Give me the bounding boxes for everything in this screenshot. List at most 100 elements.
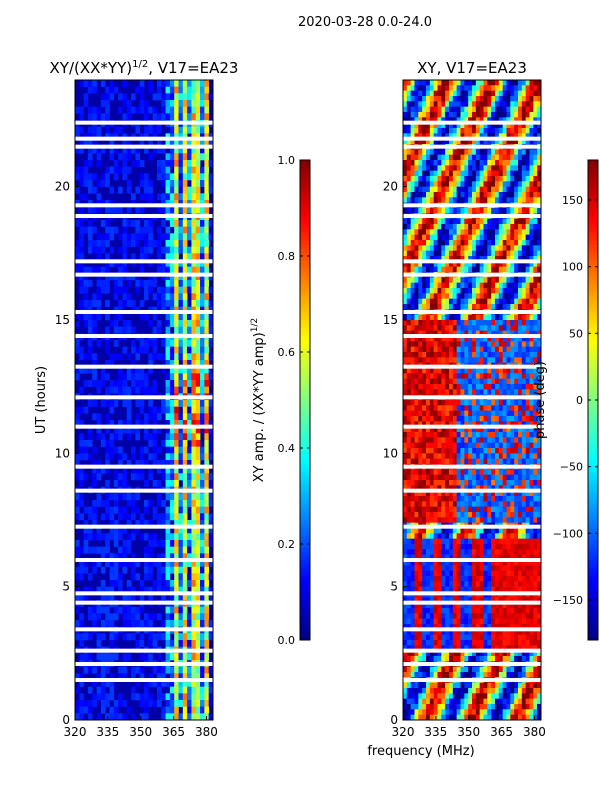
phase-cell [418, 240, 423, 246]
amplitude-cell [174, 166, 179, 174]
phase-cell [460, 282, 465, 289]
amplitude-cell [126, 386, 132, 394]
amplitude-cell [126, 460, 132, 467]
amplitude-cell [79, 300, 84, 307]
amplitude-cell [131, 593, 136, 601]
amplitude-cell [135, 380, 140, 387]
amplitude-cell [187, 706, 192, 714]
phase-cell [525, 176, 530, 182]
amplitude-cell [187, 153, 192, 161]
amplitude-cell [161, 286, 166, 294]
phase-cell [475, 224, 480, 230]
phase-cell [498, 405, 503, 411]
phase-cell [525, 293, 530, 299]
phase-cell [475, 122, 480, 129]
phase-cell [433, 293, 438, 299]
phase-cell [472, 154, 477, 161]
phase-cell [502, 112, 507, 118]
phase-cell [483, 416, 488, 422]
amplitude-cell [195, 286, 201, 294]
amplitude-cell [148, 573, 153, 581]
phase-cell [529, 410, 534, 417]
phase-cell [464, 448, 469, 454]
phase-cell [495, 410, 500, 417]
amplitude-cell [195, 420, 201, 427]
phase-cell [514, 176, 519, 182]
amplitude-colorbar-swatch [300, 172, 310, 177]
amplitude-colorbar-swatch [300, 268, 310, 273]
amplitude-cell [204, 446, 209, 454]
phase-cell [472, 325, 477, 331]
amplitude-cell [118, 386, 123, 394]
phase-cell [537, 282, 542, 289]
amplitude-cell [118, 166, 123, 174]
phase-cell [464, 112, 469, 118]
amplitude-cell [144, 480, 149, 487]
phase-cell [429, 160, 434, 166]
amplitude-cell [92, 360, 97, 367]
phase-cell [487, 469, 492, 475]
phase-cell [498, 277, 503, 283]
amplitude-cell [100, 673, 106, 681]
phase-cell [449, 256, 454, 262]
phase-cell [460, 85, 465, 91]
phase-cell [418, 154, 423, 161]
phase-cell [414, 293, 419, 299]
phase-cell [533, 320, 538, 326]
amplitude-cell [169, 613, 175, 621]
phase-cell [418, 448, 423, 454]
phase-cell [491, 432, 496, 438]
phase-cell [472, 256, 477, 262]
phase-cell [449, 176, 454, 182]
phase-cell [403, 432, 408, 438]
phase-cell [422, 80, 427, 86]
phase-cell [445, 117, 450, 123]
amplitude-cell [122, 380, 128, 387]
phase-cell [449, 373, 454, 379]
phase-cell [537, 400, 542, 406]
phase-cell [468, 192, 473, 198]
amplitude-cell [79, 173, 84, 181]
amplitude-cell [178, 433, 184, 441]
amplitude-cell [131, 513, 136, 521]
amplitude-colorbar-swatch [300, 512, 310, 517]
phase-cell [483, 250, 488, 257]
amplitude-cell [169, 553, 175, 561]
amplitude-cell [187, 286, 192, 294]
phase-cell [414, 330, 419, 337]
amplitude-cell [92, 366, 97, 374]
phase-cell [498, 341, 503, 347]
phase-cell [521, 176, 526, 182]
phase-cell [529, 101, 534, 107]
amplitude-cell [178, 180, 184, 187]
amplitude-cell [96, 586, 102, 594]
amplitude-cell [187, 246, 192, 254]
amplitude-cell [92, 413, 97, 421]
amplitude-cell [161, 540, 166, 547]
phase-cell [491, 410, 496, 417]
amplitude-cell [165, 300, 171, 307]
phase-cell [468, 426, 473, 433]
amplitude-cell [118, 420, 123, 427]
phase-cell [525, 80, 530, 86]
phase-cell [452, 101, 457, 107]
amplitude-cell [131, 253, 136, 261]
phase-cell [410, 341, 415, 347]
phase-cell [479, 192, 484, 198]
amplitude-cell [182, 686, 188, 694]
phase-cell [537, 266, 542, 273]
phase-cell [410, 160, 415, 166]
phase-cell [495, 80, 500, 86]
amplitude-cell [122, 373, 128, 381]
amplitude-cell [87, 440, 93, 447]
phase-cell [403, 218, 408, 225]
phase-cell [460, 304, 465, 310]
phase-cell [437, 448, 442, 454]
amplitude-cell [200, 140, 205, 147]
amplitude-cell [182, 666, 188, 674]
phase-cell [418, 458, 423, 465]
phase-cell [491, 128, 496, 134]
amplitude-cell [139, 520, 145, 527]
phase-cell [437, 165, 442, 171]
amplitude-cell [131, 573, 136, 581]
